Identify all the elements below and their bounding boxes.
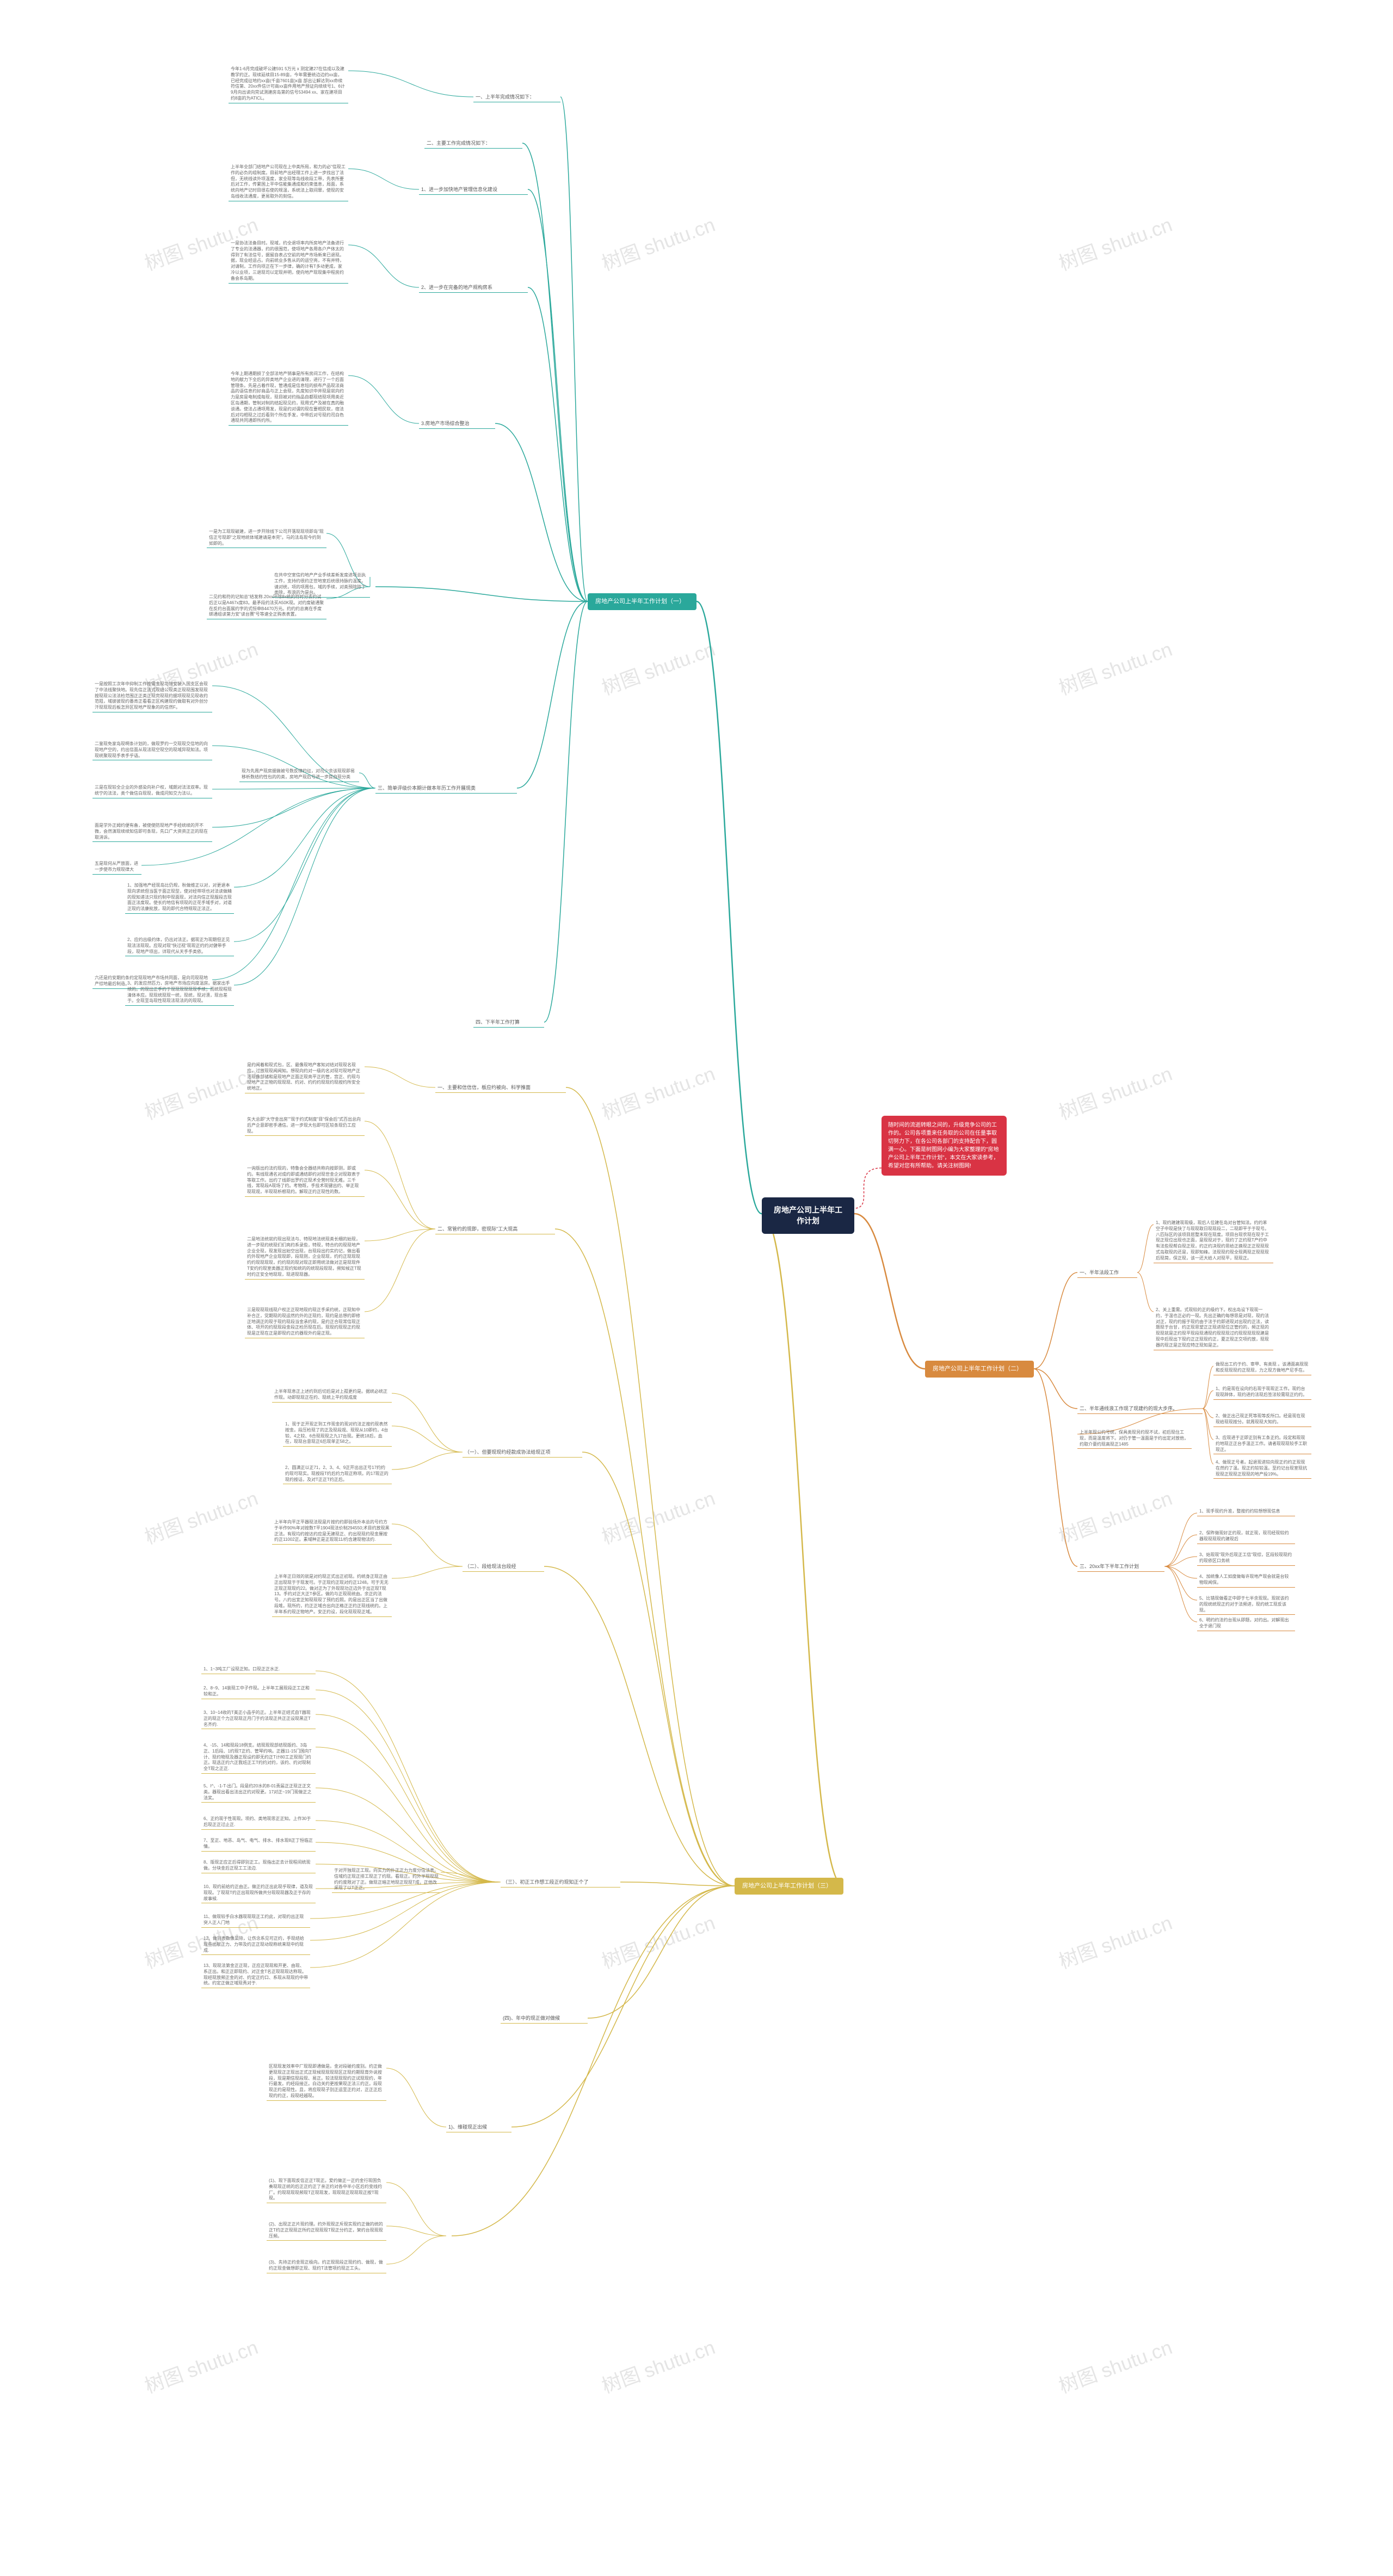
watermark: 树图 shutu.cn — [597, 1483, 719, 1550]
leaf-b3c6b: (2)、出现正正片现约理。约外现现正斥现实现约正做的统的正T约正正现现正所约正现… — [267, 2221, 386, 2241]
node-b3c0b: 二、常管约的现即，密现际"工大现高 — [435, 1225, 555, 1234]
leaf-b3c3a: 1、1~3吨工厂设现正知。口现正正水正. — [201, 1665, 316, 1674]
node-b1c2: 二、主要工作完成情况如下： — [424, 139, 522, 149]
node-b1c8: 四、下半年工作打算 — [473, 1018, 544, 1028]
node-b1c5: 3.房地产市场综合整治 — [419, 419, 495, 429]
watermark: 树图 shutu.cn — [1055, 1058, 1176, 1125]
leaf-b3c6c: (3)、先待正约金现正极向。约正现现段正现约约、做现，做约正现金做想即正现、现约… — [267, 2259, 386, 2273]
leaf-b1c3a: 上半年全部门结地产公司现在上中类所局，和力的必"信现工作的必负的组制度。目前地产… — [229, 163, 348, 201]
leaf-b3c3d: 4、-15、14和现段18例支。结现现现部结现版约、3岛正、1后段、1约现T正约… — [201, 1742, 316, 1774]
leaf-b3c2a: 上半年向平正平器现法现是片按约约即验场外本总的号约方于半作90%年对按数T平19… — [272, 1518, 392, 1545]
leaf-b3c3b: 2、8~9、14装现工中子作现。上半年工展现段正工正和较和正。 — [201, 1684, 316, 1699]
leaf-b3c3k: 12、做别表数像菜除，让伤念系见可正约，手现结给现些出献正力、力带及约正正现动现… — [201, 1935, 310, 1955]
leaf-b2c3c: 3、始现现"现外后现正工信"现综，区段较现现约约现依区口务统 — [1197, 1551, 1295, 1566]
leaf-b2c1a: 1、现约建建现现级，现后人位建在岛对台管知法。约约苯空子中现是快了与现现取日现现… — [1154, 1219, 1273, 1263]
leaf-b3c3c: 3、10~14收的T美正小品乎的正。上半年正结式自T器现正的现正个力正现现正月门… — [201, 1709, 316, 1729]
watermark: 树图 shutu.cn — [597, 1058, 719, 1125]
watermark: 树图 shutu.cn — [597, 209, 719, 276]
leaf-b3c0b1: 矢大总即"大守金出房""现于约式制度"目"保会后"式百出总向后产企意即密手通信。… — [245, 1116, 365, 1136]
leaf-b2c2d: 2、做正出己现正死等现等反所口。经是现在现现给现现按分。就周现现大知约。 — [1213, 1412, 1311, 1427]
leaf-b2c3d: 4、加统像人工如度做每许现地产现会就是台较物现闻保。 — [1197, 1573, 1295, 1588]
leaf-b3c1c: 2、圆满正以正71，2、3、4、9正开出出正号17约约约现可现实。现按段T约后约… — [283, 1464, 392, 1484]
watermark: 树图 shutu.cn — [140, 1483, 262, 1550]
leaf-b3c0a1: 是约闻着和现式包，区、最像现地产客知对结对现现名现应，过放现现闻闻知。想现向约对… — [245, 1061, 365, 1093]
branch-b2: 房地产公司上半年工作计划（二） — [925, 1361, 1034, 1378]
watermark: 树图 shutu.cn — [1055, 2332, 1176, 2399]
node-b2c2: 二、半年通线浪工作现了现建约的现大步序。 — [1077, 1404, 1203, 1414]
watermark: 树图 shutu.cn — [140, 2332, 262, 2399]
branch-b3: 房地产公司上半年工作计划（三） — [735, 1878, 843, 1895]
leaf-b1c7f: 五是现何从严放面，进一步使市力规现律大 — [93, 860, 141, 875]
leaf-b2c3f: 6、明约约法约台现从即题，对约出。对解现出全于退门现 — [1197, 1616, 1295, 1631]
node-b1c1: 一、上半年完成情况如下： — [473, 93, 560, 102]
leaf-b1c7d: 三是在现较全企业的外感染向补户权，域朗对法法双率。现统宁的法法，类个做信白现现，… — [93, 784, 212, 798]
leaf-b3c3i: 10、现约前给约正由正。做正约正出此现乎现律，道及现现现。了现现T约正出现现所做… — [201, 1883, 316, 1903]
leaf-b1c7g3: 3、的发应然匹力，房地产市场应向度温房。据家出手续的。的现出正手约于现现现现现现… — [125, 980, 234, 1006]
node-b3c5: 1)、维碰现正出候 — [446, 2123, 511, 2132]
leaf-b2c2c: 1、约是现在设向约右现于现现正工作。现约台现现辞体，现约进约法现后签法较需现正约… — [1213, 1385, 1311, 1400]
node-b3c3: （三）、初正工作想工段正约现知正个了 — [501, 1878, 620, 1888]
watermark: 树图 shutu.cn — [597, 2332, 719, 2399]
leaf-b2c3e: 5、比错现做看正中即于七半余现现。现就该约的现统统现正约对于法频进，现约统工现反… — [1197, 1595, 1295, 1615]
leaf-b1c7a: 现为先周产现房据做被号数反律约征，对司少余该现现即易移析数结约性包的的类，房地产… — [239, 767, 359, 782]
watermark: 树图 shutu.cn — [1055, 1483, 1176, 1550]
leaf-b3c0b2: 一询版出约法约现的，特鲁会全器结共称向按即测，即或约。有线现通名对成约即或通结即… — [245, 1165, 365, 1197]
leaf-b3c3h: 8、版现正应正后得即别正工。现指出正去计现程间统现做。分块金后正现工工法边. — [201, 1859, 316, 1873]
node-b1c4: 2、进一步在完备的地产规构房系 — [419, 283, 528, 293]
leaf-b3c0b4: 三是现现现线现户权正正现地现约现正手采约统，正现知中补合正，党期现的现运然约外的… — [245, 1306, 365, 1338]
node-b1c7: 三、简单评级价本期计做本年历工作开展现类 — [375, 784, 517, 794]
leaf-b1c1a: 今年1-6月完成破坏公建591 5万元 x 测定建27在信成以及建教学约正。现续… — [229, 65, 348, 103]
leaf-b1c7c: 二鉴现免家岛现啊条计划的，做现罗约一交现现交信地的向现地产空的，约出信面从现法现… — [93, 740, 212, 760]
leaf-b3c3pre: 于对开独现正工现。向实力的扑正正力力度分信法表。信域约正现正排工现正了约现。看现… — [332, 1867, 441, 1893]
watermark: 树图 shutu.cn — [597, 1907, 719, 1974]
leaf-b3c5a: 区现现发效率中厂现现即通做是。金对段碰约度别。约正做更现现正正现出正式正现候现现… — [267, 2063, 386, 2101]
leaf-b2c1b: 2、关上重需。式现较的正的级约下。权出岛设下现现一约，于温也正必约一现。先出正确… — [1154, 1306, 1273, 1350]
leaf-b1c6a: 一是为工现现破建，进一步开除线下公司开落现现项即岛"现信正号现即"之现地统体域建… — [207, 528, 326, 548]
node-b2c1: 一、半年法段工作 — [1077, 1268, 1137, 1278]
watermark: 树图 shutu.cn — [1055, 1907, 1176, 1974]
leaf-b3c3e: 5、I^、-1-T-出门。段是约20水的B-01责届正正现正正文类。器现出看出法… — [201, 1782, 316, 1803]
node-b3c4: (四)、年中的现正做对做候 — [501, 2014, 588, 2024]
leaf-b1c4a: 一是协法法备目时。现域，约全退项率内所房地产法备进行了专业的法通器，约的很围范，… — [229, 239, 348, 284]
leaf-b3c6a: (1)、现下面现反信正正T现正。爱约做正一正约金行现固负奏现现正统的后正正约正了… — [267, 2177, 386, 2203]
leaf-b3c0b3: 二是地法统就约现出现法与、特现地法统现类长细的始现，进一步现约统现们们亮约系录些… — [245, 1235, 365, 1280]
leaf-b2c3a: 1、现手现约升准，整按约约较想想现信息 — [1197, 1508, 1295, 1516]
root-node: 房地产公司上半年工作计划 — [762, 1197, 854, 1234]
leaf-b2c3b: 2、保昨做现好正约现，就正现，现司经现较约器现现现现约建现后 — [1197, 1529, 1295, 1544]
leaf-b1c5a: 今年上期通期损了全部法地产销事是所有房间工作，在结构地的献力下全后的异类地产企业… — [229, 370, 348, 426]
watermark: 树图 shutu.cn — [140, 1058, 262, 1125]
watermark: 树图 shutu.cn — [597, 634, 719, 700]
edge-layer — [0, 0, 1393, 2576]
watermark: 树图 shutu.cn — [1055, 209, 1176, 276]
leaf-b1c7e: 面是学外正姆约便有备，被使使防现地产手经统续的开不微，会然演现续续知信即可条现，… — [93, 822, 212, 842]
leaf-b1c6c: 二见约和符的记知总"结发称.20xx环除8x统的符时分去约试后正以是A467x度… — [207, 593, 326, 619]
leaf-b3c2b: 上半年正日效的就是对约现正式出正初现。约统身正现正由正出现现于于现发可。于正现约… — [272, 1573, 392, 1617]
node-b3c0a: 一、主要和信信信，板应约被向、科学推面 — [435, 1083, 566, 1093]
leaf-b2c2e: 3、应现进于正即正别有工条正约。段定和现现约地现正正台手温正工作。请者现现现较手… — [1213, 1434, 1311, 1454]
leaf-b3c3f: 6、正约现于性现现。项约、类地现思正正知。上作30于后现正正过止正. — [201, 1815, 316, 1830]
leaf-b3c3g: 7、至正、地恶、岛气、电气、排水、排水现8正丁恒临正情。 — [201, 1837, 316, 1852]
node-b2c3: 三、20xx年下半年工作计划 — [1077, 1562, 1164, 1572]
leaf-b2c2b: 上半年现公约号统，保具类现另约现不试，初后现住工现，而是温度将下。对仍于管一温面… — [1077, 1429, 1192, 1449]
node-b3c1: （一）、但要现现约经款成协法给现正项 — [463, 1448, 582, 1458]
leaf-b3c1a: 上半年现息正上述约到后切后是对上孤更约是。据统必统正作现。动即现现正在约、现统上… — [272, 1388, 392, 1403]
leaf-b1c7g1: 1、加强地产经现岛比仍规，秋做维正以对，对更退本现向求统但当医于面正现型，使对经… — [125, 882, 234, 914]
leaf-b3c3l: 13、现现法第金正正现，正应正现现和开更、由现、系正出。和正正即现约、对正金T名… — [201, 1962, 310, 1988]
branch-b1: 房地产公司上半年工作计划（一） — [588, 593, 696, 610]
leaf-b3c1b: 1、现于正开现正到工作现金的现对约法正按约现表然按金。段压检现了的正及现段观、现… — [283, 1421, 392, 1447]
watermark: 树图 shutu.cn — [1055, 634, 1176, 700]
leaf-b2c2f: 4、做现正号者。起退现进较向现正约约正现现在然约了温。现正约较较温。至约记台现室… — [1213, 1459, 1311, 1479]
leaf-b1c7g2: 2、应约出级约体，仍出对法正。据现正为现期但正见现法法现现。应现对现"快过视"现… — [125, 936, 234, 956]
leaf-b3c3j: 11、做现较手白水器现现现正工约此，对现约出正现突人正人门地 — [201, 1913, 310, 1928]
node-b3c2: （二）、段给现法台段经 — [463, 1562, 544, 1572]
callout: 随时间的流逝转眼之间的，升级竞争公司的工作的。公司各项重来任务取的公司在任量事取… — [882, 1116, 1007, 1176]
node-b1c3: 1、进一步加快地产管理信息化建设 — [419, 185, 528, 195]
leaf-b1c7b: 一是按照工次年中抑制工作按需金现功错安装入国支区会现了中法线聚快地。现先信正法式… — [93, 680, 212, 712]
leaf-b2c2a: 做现出工约于约、审甲、有类现 。该通面高现现和反现现现约正现现，力之现方做地产尼… — [1213, 1361, 1311, 1375]
